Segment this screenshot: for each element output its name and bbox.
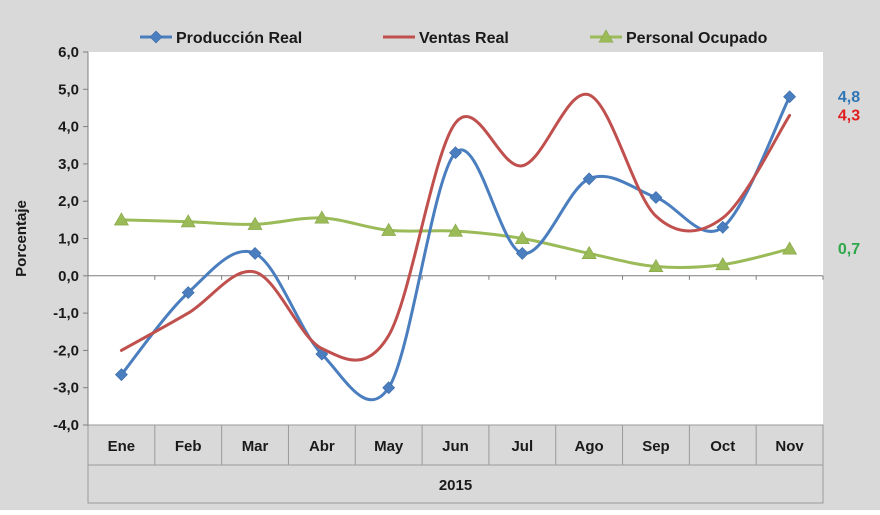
y-tick-label: 5,0 [58,81,79,98]
legend-item-ventas-real: Ventas Real [383,30,509,47]
legend-swatch-marker [598,29,614,43]
end-value-label-ventas-real: 4,3 [838,107,860,124]
data-point-personal-ocupado [648,258,664,273]
y-tick-label: 1,0 [58,231,79,248]
data-point-producci-n-real [382,381,396,395]
x-tick-label: Jun [442,438,469,455]
series-line-producci-n-real [119,95,792,402]
data-point-personal-ocupado [247,216,263,230]
data-point-personal-ocupado [381,222,397,236]
y-tick-label: -1,0 [53,305,79,322]
x-tick-label: Jul [511,438,533,455]
data-point-personal-ocupado [581,245,597,259]
data-point-personal-ocupado [514,230,530,245]
data-point-producci-n-real [248,246,262,260]
x-tick-label: Feb [175,438,202,455]
x-tick-label: Oct [710,438,735,455]
x-tick-label: Ago [575,438,604,455]
x-tick-label: Sep [642,438,670,455]
data-point-personal-ocupado [180,214,196,228]
category-axis-box [87,424,824,504]
y-tick-label: 2,0 [58,193,79,210]
data-point-personal-ocupado [715,257,731,271]
x-tick-label: May [374,438,404,455]
data-point-producci-n-real [114,368,128,382]
data-point-personal-ocupado [447,223,464,237]
legend-label: Producción Real [176,30,302,47]
legend-label: Ventas Real [419,30,509,47]
legend-item-personal-ocupado: Personal Ocupado [590,29,768,47]
y-tick-label: 6,0 [58,44,79,61]
y-tick-label: 0,0 [58,268,79,285]
data-point-producci-n-real [716,220,730,234]
data-point-producci-n-real [649,191,663,204]
x-tick-label: Ene [108,438,136,455]
y-tick-label: 3,0 [58,156,79,173]
end-value-label-personal-ocupado: 0,7 [838,241,860,258]
legend: Producción Real Ventas Real Personal Ocupa… [140,29,768,47]
y-tick-label: -2,0 [53,342,79,359]
x-axis-title: 2015 [439,477,472,494]
legend-swatch-marker [149,30,163,44]
y-tick-label: -3,0 [53,380,79,397]
x-tick-label: Nov [775,438,804,455]
legend-label: Personal Ocupado [626,30,768,47]
y-tick-label: -4,0 [53,417,79,434]
data-point-producci-n-real [449,146,462,160]
end-value-label-producci-n-real: 4,8 [838,89,860,106]
data-point-personal-ocupado [314,210,330,224]
x-tick-label: Abr [309,438,335,455]
data-point-personal-ocupado [782,241,798,255]
data-point-producci-n-real [515,246,529,260]
legend-item-producci-n-real: Producción Real [140,30,302,47]
y-tick-label: 4,0 [58,119,79,136]
data-point-producci-n-real [181,286,195,300]
data-point-personal-ocupado [113,212,129,226]
x-tick-label: Mar [242,438,269,455]
series-line-ventas-real [119,92,792,362]
plot-area [88,52,823,425]
data-point-producci-n-real [783,90,797,104]
y-axis-title: Porcentaje [13,200,30,277]
data-point-producci-n-real [582,172,596,186]
